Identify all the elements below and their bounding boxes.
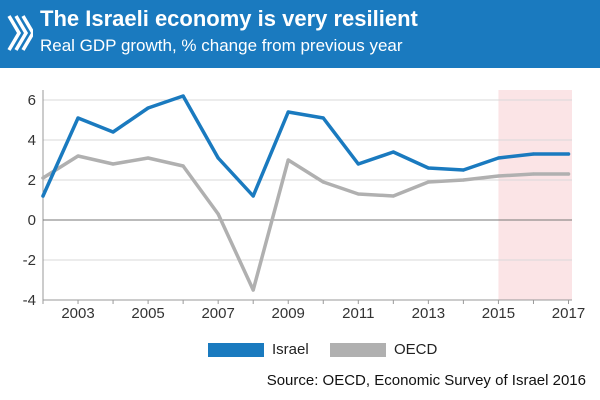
source-note: Source: OECD, Economic Survey of Israel … [266, 372, 586, 389]
legend-item-oecd: OECD [330, 341, 437, 358]
data-point-israel [356, 162, 360, 166]
x-tick-label: 2005 [131, 305, 164, 322]
y-tick-label: -2 [23, 252, 36, 269]
legend-label-israel: Israel [272, 341, 309, 358]
data-point-israel [146, 106, 150, 110]
x-tick-label: 2013 [412, 305, 445, 322]
data-point-israel [321, 116, 325, 120]
data-point-israel [286, 110, 290, 114]
chart-legend: Israel OECD [0, 341, 600, 361]
data-point-israel [496, 156, 501, 160]
data-point-israel [111, 130, 115, 134]
y-tick-label: 4 [28, 132, 36, 149]
data-point-israel [391, 150, 395, 154]
projection-shading [498, 90, 572, 300]
data-point-oecd [181, 164, 185, 168]
data-point-oecd [111, 162, 115, 166]
x-tick-label: 2015 [482, 305, 515, 322]
legend-swatch-israel [208, 342, 264, 357]
y-tick-label: -4 [23, 292, 36, 309]
legend-item-israel: Israel [208, 341, 309, 358]
x-tick-label: 2009 [272, 305, 305, 322]
x-tick-label: 2007 [201, 305, 234, 322]
data-point-israel [41, 194, 45, 198]
gdp-growth-chart: -4 -2 0 2 4 6 2003 2005 2007 2009 2011 2013 2015 2017 [23, 90, 585, 322]
x-tick-label: 2017 [552, 305, 585, 322]
data-point-oecd [76, 154, 80, 158]
data-point-israel [181, 94, 185, 98]
data-point-oecd [496, 174, 501, 178]
series-line-israel [41, 94, 571, 198]
data-point-oecd [426, 180, 430, 184]
data-point-israel [251, 194, 255, 198]
chart-title: The Israeli economy is very resilient [40, 6, 418, 31]
data-point-israel [76, 116, 80, 120]
data-point-oecd [41, 176, 45, 180]
data-point-oecd [391, 194, 395, 198]
x-tick-label: 2011 [342, 305, 374, 322]
series-line-oecd [41, 154, 571, 292]
data-point-israel [461, 168, 465, 172]
y-tick-label: 6 [28, 92, 36, 109]
data-point-israel [566, 152, 571, 156]
legend-swatch-oecd [330, 342, 386, 357]
data-point-oecd [356, 192, 360, 196]
data-point-oecd [461, 178, 465, 182]
chart-header: The Israeli economy is very resilient Re… [0, 0, 600, 68]
data-point-israel [426, 166, 430, 170]
data-point-oecd [531, 172, 536, 176]
data-point-oecd [286, 158, 290, 162]
data-point-oecd [146, 156, 150, 160]
data-point-oecd [321, 180, 325, 184]
data-point-oecd [251, 288, 255, 292]
legend-label-oecd: OECD [394, 341, 438, 358]
data-point-israel [216, 156, 220, 160]
x-tick-label: 2003 [61, 305, 94, 322]
chart-subtitle: Real GDP growth, % change from previous … [40, 36, 403, 55]
y-tick-label: 0 [28, 212, 36, 229]
oecd-logo-icon [7, 15, 33, 51]
data-point-oecd [566, 172, 571, 176]
data-point-israel [531, 152, 536, 156]
data-point-oecd [216, 212, 220, 216]
y-tick-label: 2 [28, 172, 36, 189]
